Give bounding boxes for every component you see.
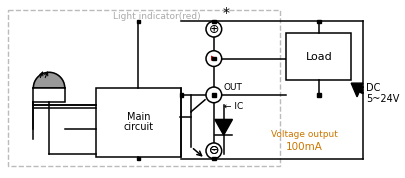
Bar xyxy=(136,20,140,23)
Bar xyxy=(33,88,65,102)
Text: ⊙: ⊙ xyxy=(209,144,219,157)
Circle shape xyxy=(206,51,222,66)
Text: ⊖: ⊖ xyxy=(209,144,219,157)
Bar xyxy=(286,33,351,80)
Polygon shape xyxy=(351,83,363,97)
Text: ⊕: ⊕ xyxy=(209,23,219,36)
Circle shape xyxy=(206,143,222,159)
Bar xyxy=(212,57,215,60)
Text: *: * xyxy=(222,6,229,20)
Text: Load: Load xyxy=(305,52,332,62)
Text: DC: DC xyxy=(366,83,380,93)
Text: OUT: OUT xyxy=(224,83,243,92)
Bar xyxy=(317,20,320,23)
Text: 100mA: 100mA xyxy=(286,142,322,152)
Text: circuit: circuit xyxy=(123,122,153,132)
Text: ← IC: ← IC xyxy=(224,102,243,111)
Bar xyxy=(8,10,279,166)
Text: 5~24V: 5~24V xyxy=(366,94,399,104)
Bar xyxy=(136,157,140,160)
Text: Voltage output: Voltage output xyxy=(271,130,337,139)
Polygon shape xyxy=(215,119,232,135)
Text: ▶: ▶ xyxy=(211,56,217,62)
Bar xyxy=(212,20,215,23)
Bar xyxy=(317,93,320,97)
Circle shape xyxy=(206,21,222,37)
Circle shape xyxy=(206,87,222,103)
Bar xyxy=(212,93,215,97)
Bar xyxy=(212,157,215,160)
Bar xyxy=(96,88,181,157)
Text: Light indicator(red): Light indicator(red) xyxy=(113,12,201,21)
Polygon shape xyxy=(33,72,65,88)
Text: Main: Main xyxy=(126,112,150,122)
Bar xyxy=(180,93,183,97)
